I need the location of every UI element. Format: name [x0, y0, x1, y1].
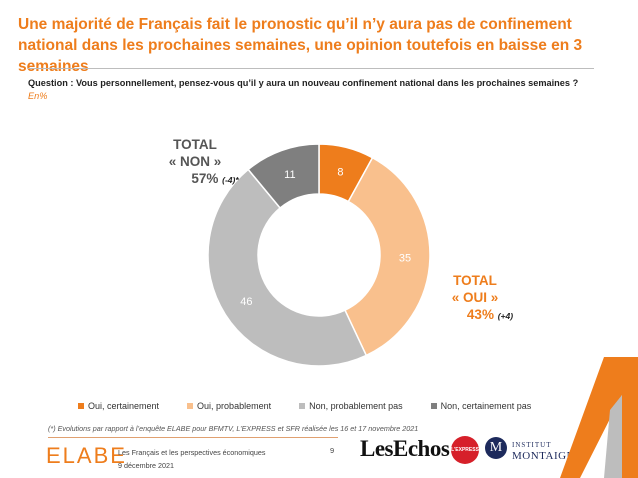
page-number: 9 [330, 446, 335, 455]
total-oui-label: TOTAL [453, 273, 497, 288]
legend-item: Oui, certainement [78, 401, 159, 411]
legend-swatch [430, 403, 437, 409]
donut-slice [343, 156, 431, 357]
montaigne-logo-icon: M [485, 437, 507, 459]
legend-item: Non, probablement pas [299, 401, 403, 411]
chart-legend: Oui, certainement Oui, probablement Non,… [78, 401, 559, 411]
footer-line2: 9 décembre 2021 [118, 461, 174, 470]
donut-slice [247, 143, 320, 210]
total-oui-name: « OUI » [451, 290, 499, 305]
total-non-name: « NON » [168, 154, 222, 169]
montaigne-logo-text: INSTITUT MONTAIGNE [512, 440, 582, 462]
legend-label: Non, probablement pas [309, 401, 403, 411]
lexpress-logo: L'EXPRESS [451, 436, 479, 464]
montaigne-line1: INSTITUT [512, 441, 552, 449]
slice-data-label: 11 [284, 169, 295, 181]
total-oui-value: 43% [466, 307, 494, 322]
page-title: Une majorité de Français fait le pronost… [18, 16, 583, 75]
footer-info: Les Français et les perspectives économi… [118, 446, 265, 472]
legend-label: Oui, probablement [197, 401, 272, 411]
slice-data-label: 46 [240, 296, 252, 308]
deco-grey-shape [604, 395, 622, 478]
unit-label: En% [28, 91, 48, 101]
donut-slice [207, 168, 368, 367]
slice-data-label: 35 [399, 253, 411, 265]
question-text: Question : Vous personnellement, pensez-… [28, 78, 579, 88]
lesechos-logo: LesEchos [360, 436, 450, 461]
footer-divider [48, 437, 338, 438]
footnote: (*) Evolutions par rapport à l’enquête E… [48, 424, 419, 433]
elabe-deco-shape [560, 357, 638, 478]
title-divider [28, 68, 594, 69]
slice-data-label: 8 [337, 167, 343, 179]
legend-swatch [187, 403, 194, 409]
legend-label: Oui, certainement [88, 401, 160, 411]
footer-line1: Les Français et les perspectives économi… [118, 448, 266, 457]
legend-swatch [78, 403, 84, 409]
legend-label: Non, certainement pas [440, 401, 532, 411]
total-oui-block: TOTAL « OUI » 43% (+4) [435, 272, 515, 325]
deco-orange-shape [560, 357, 638, 478]
montaigne-line2: MONTAIGNE [512, 450, 583, 462]
legend-item: Non, certainement pas [430, 401, 532, 411]
total-oui-delta: (+4) [497, 311, 514, 321]
total-non-value: 57% [191, 171, 219, 186]
elabe-logo: ELABE [46, 443, 127, 468]
total-non-delta: (-4)* [222, 175, 239, 185]
total-non-label: TOTAL [173, 137, 217, 152]
legend-item: Oui, probablement [187, 401, 271, 411]
total-non-block: TOTAL « NON » 57% (-4)* [150, 136, 240, 189]
legend-swatch [299, 403, 306, 409]
